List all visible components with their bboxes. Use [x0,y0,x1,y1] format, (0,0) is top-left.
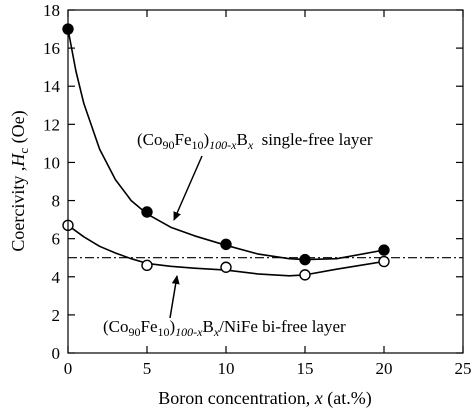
x-tick-label: 20 [376,359,393,378]
plot-frame [67,9,464,354]
series-2-point [141,259,153,272]
x-tick-label: 0 [64,359,73,378]
y-tick-label: 2 [52,306,61,325]
y-tick-label: 4 [52,268,61,287]
y-axis-title: Coercivity ,Hc (Oe) [8,110,31,251]
y-tick-label: 18 [43,1,60,20]
x-tick-label: 25 [455,359,472,378]
series-2-point [299,269,311,281]
series-1-point [141,206,153,218]
series-1-point [299,253,311,266]
y-tick-label: 6 [52,230,61,249]
x-tick-label: 15 [297,359,314,378]
x-tick-label: 10 [218,359,235,378]
annotation-bi-free-layer: (Co90Fe10)100-xBx/NiFe bi-free layer [103,317,346,339]
y-tick-label: 12 [43,115,60,134]
y-tick-label: 10 [43,153,60,172]
series-1-point [378,244,390,256]
series-2-point [378,255,390,268]
y-tick-label: 16 [43,39,60,58]
y-tick-label: 8 [52,192,61,211]
x-tick-label: 5 [143,359,152,378]
y-tick-label: 0 [52,344,61,363]
x-axis-title: Boron concentration, x (at.%) [158,388,371,409]
annotation-arrow-single [173,155,203,221]
annotation-single-free-layer: (Co90Fe10)100-xBx single-free layer [137,130,373,152]
series-1-point [220,238,232,251]
series-2-point [220,261,232,273]
annotation-arrow-bi [169,275,180,319]
y-tick-label: 14 [43,77,61,96]
